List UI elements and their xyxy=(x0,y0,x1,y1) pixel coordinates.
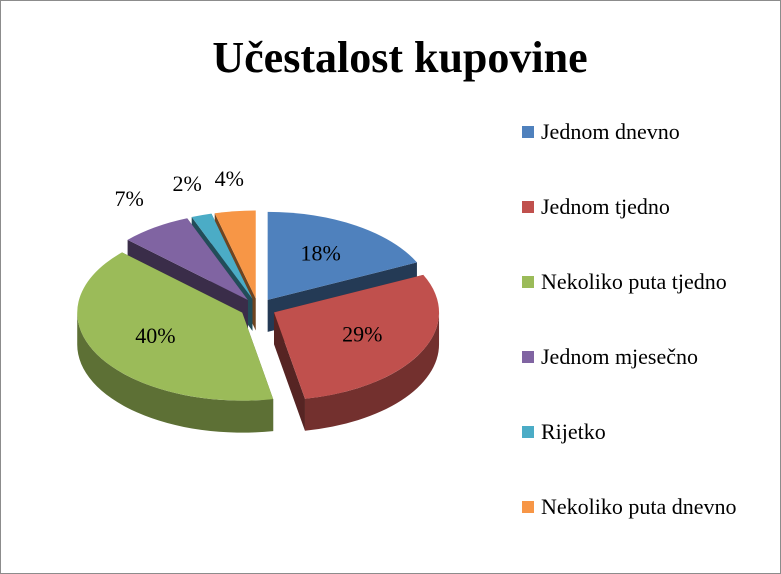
legend-item: Rijetko xyxy=(522,418,772,493)
legend-label: Jednom dnevno xyxy=(541,119,680,144)
legend-swatch xyxy=(522,276,534,288)
legend-swatch xyxy=(522,426,534,438)
slice-cut-face xyxy=(274,312,305,431)
slice xyxy=(274,274,440,399)
legend-swatch xyxy=(522,351,534,363)
legend-swatch xyxy=(522,501,534,513)
legend-item: Jednom dnevno xyxy=(522,118,772,193)
slice-side xyxy=(304,312,440,431)
data-label: 29% xyxy=(342,321,382,346)
legend-label: Rijetko xyxy=(541,419,606,444)
data-label: 40% xyxy=(135,323,175,348)
legend-label: Nekoliko puta dnevno xyxy=(541,494,737,519)
legend-swatch xyxy=(522,201,534,213)
slice-side xyxy=(77,312,274,433)
legend: Jednom dnevno Jednom tjedno Nekoliko puta … xyxy=(522,118,772,568)
legend-item: Nekoliko puta tjedno xyxy=(522,268,772,343)
legend-label: Jednom tjedno xyxy=(541,194,670,219)
data-label: 4% xyxy=(215,166,244,191)
slice xyxy=(127,218,248,301)
data-label: 2% xyxy=(173,171,202,196)
slice xyxy=(191,213,253,299)
legend-item: Jednom mjesečno xyxy=(522,343,772,418)
legend-swatch xyxy=(522,126,534,138)
slice-tops xyxy=(77,210,440,401)
legend-item: Jednom tjedno xyxy=(522,193,772,268)
slice xyxy=(77,252,274,401)
data-label: 18% xyxy=(301,240,341,265)
legend-item: Nekoliko puta dnevno xyxy=(522,493,772,568)
legend-label: Nekoliko puta tjedno xyxy=(541,269,727,294)
data-label: 7% xyxy=(115,186,144,211)
chart-title: Učestalost kupovine xyxy=(212,33,587,82)
slice xyxy=(267,211,417,300)
legend-label: Jednom mjesečno xyxy=(541,344,699,369)
slice xyxy=(214,210,256,299)
